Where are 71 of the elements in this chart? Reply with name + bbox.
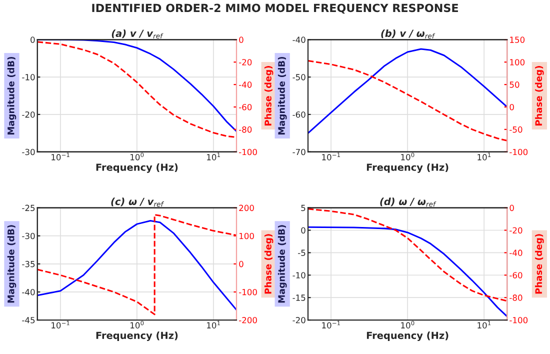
chart-title: (c) ω / v$_{ref}$ <box>111 198 164 207</box>
chart-title: (a) v / v$_{ref}$ <box>112 29 164 39</box>
x-axis-title: Frequency (Hz) <box>366 163 448 173</box>
y-tick-label: -50 <box>292 74 306 80</box>
y-tick-label: 0 <box>301 227 306 234</box>
y-tick-label: 5 <box>301 204 306 212</box>
y2-tick-label: -40 <box>510 250 522 256</box>
y-tick-label: -40 <box>292 36 306 43</box>
y2-tick-label: -20 <box>510 227 522 234</box>
y-axis-title: Magnitude (dB) <box>7 56 16 134</box>
y-tick-label: -35 <box>22 260 35 268</box>
y-tick-label: -5 <box>298 250 306 256</box>
y-tick-label: -25 <box>22 204 35 212</box>
y-tick-label: -70 <box>292 148 306 156</box>
y-tick-label: -20 <box>22 111 35 118</box>
y2-axis-title: Phase (deg) <box>535 234 544 294</box>
y2-tick-label: -80 <box>238 126 252 133</box>
y2-tick-label: 0 <box>239 260 244 268</box>
x-axis-title: Frequency (Hz) <box>96 332 178 342</box>
y-tick-label: -60 <box>292 111 306 118</box>
y2-tick-label: -100 <box>238 288 257 296</box>
y2-tick-label: 100 <box>510 59 525 66</box>
y2-tick-label: -60 <box>238 104 252 110</box>
y2-tick-label: -100 <box>510 316 528 324</box>
x-tick-label: 10$^{0}$ <box>401 152 414 160</box>
y-tick-label: 0 <box>30 36 35 43</box>
x-tick-label: 10$^{0}$ <box>130 320 144 328</box>
y2-tick-label: -20 <box>238 59 252 66</box>
y-tick-label: -10 <box>22 74 35 80</box>
y-tick-label: -30 <box>22 232 35 240</box>
chart-title: (d) ω / ω$_{ref}$ <box>380 198 436 207</box>
y2-axis-title: Phase (deg) <box>264 66 274 126</box>
chart-title: (b) v / ω$_{ref}$ <box>381 29 436 39</box>
y2-tick-label: -80 <box>510 294 522 301</box>
y-tick-label: -10 <box>292 272 306 278</box>
y2-tick-label: -200 <box>238 316 257 324</box>
x-axis-title: Frequency (Hz) <box>96 163 178 173</box>
x-tick-label: 10$^{0}$ <box>401 320 414 328</box>
x-axis-title: Frequency (Hz) <box>366 332 448 342</box>
y-tick-label: -20 <box>292 316 306 324</box>
y-axis-title: Magnitude (dB) <box>278 225 287 303</box>
y2-tick-label: 0 <box>239 36 244 43</box>
y2-tick-label: 0 <box>510 204 514 212</box>
x-tick-label: 10$^{0}$ <box>130 152 144 160</box>
x-tick-label: 10$^{−1}$ <box>52 320 70 328</box>
y2-axis-title: Phase (deg) <box>264 234 274 294</box>
y2-tick-label: 100 <box>240 232 254 240</box>
x-tick-label: 10$^{1}$ <box>207 152 220 160</box>
y2-tick-label: -50 <box>510 126 522 133</box>
y-tick-label: -40 <box>22 288 35 296</box>
y2-tick-label: 150 <box>510 36 525 43</box>
y2-tick-label: 0 <box>510 104 514 110</box>
y2-tick-label: -60 <box>510 272 522 278</box>
y-tick-label: -45 <box>22 317 35 324</box>
y2-tick-label: -100 <box>510 148 528 156</box>
y-axis-title: Magnitude (dB) <box>7 225 16 303</box>
y2-tick-label: -40 <box>238 82 252 88</box>
y2-axis-title: Phase (deg) <box>535 66 544 126</box>
x-tick-label: 10$^{−1}$ <box>52 152 70 160</box>
y-tick-label: -30 <box>22 148 35 156</box>
x-tick-label: 10$^{1}$ <box>207 320 220 328</box>
y2-tick-label: 50 <box>510 82 520 88</box>
y-tick-label: -15 <box>292 294 306 301</box>
x-tick-label: 10$^{1}$ <box>478 152 491 160</box>
y2-tick-label: 200 <box>239 204 254 212</box>
x-tick-label: 10$^{−1}$ <box>322 320 340 328</box>
x-tick-label: 10$^{−1}$ <box>322 152 340 160</box>
text: IDENTIFIED ORDER-2 MIMO MODEL FREQUENCY RESPONSE <box>92 4 458 14</box>
y-axis-title: Magnitude (dB) <box>278 56 287 134</box>
y2-tick-label: -100 <box>238 148 257 156</box>
x-tick-label: 10$^{1}$ <box>478 320 491 328</box>
